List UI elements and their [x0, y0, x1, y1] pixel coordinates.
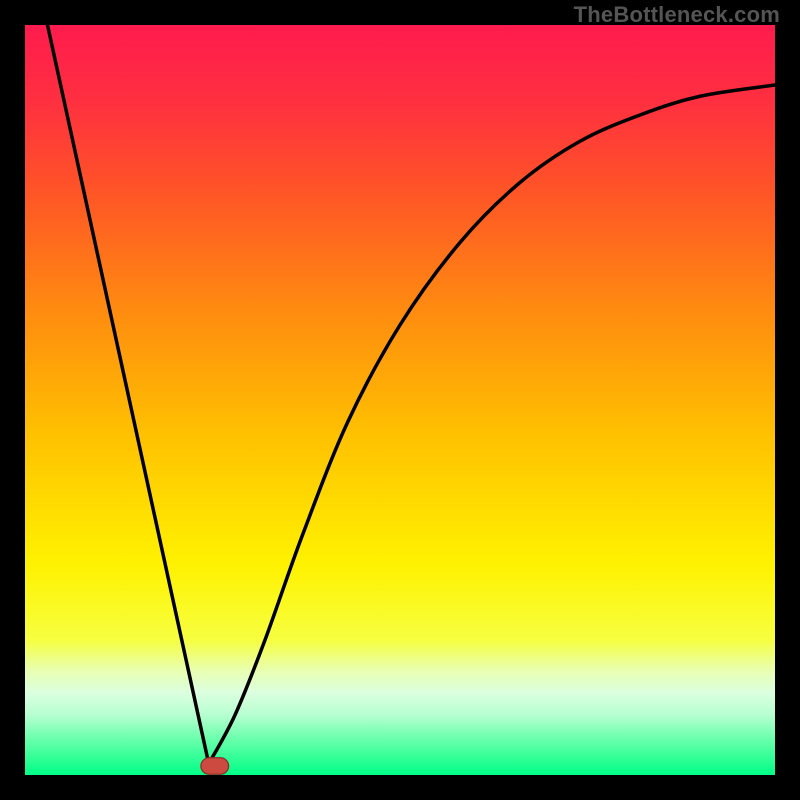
chart-frame: TheBottleneck.com	[0, 0, 800, 800]
gradient-chart	[25, 25, 775, 775]
minimum-marker	[201, 758, 229, 775]
gradient-background	[25, 25, 775, 775]
plot-area	[25, 25, 775, 775]
